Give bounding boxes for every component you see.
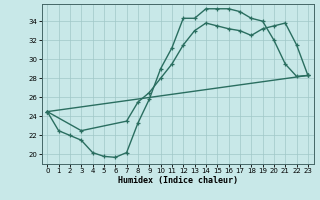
X-axis label: Humidex (Indice chaleur): Humidex (Indice chaleur) bbox=[118, 176, 237, 185]
